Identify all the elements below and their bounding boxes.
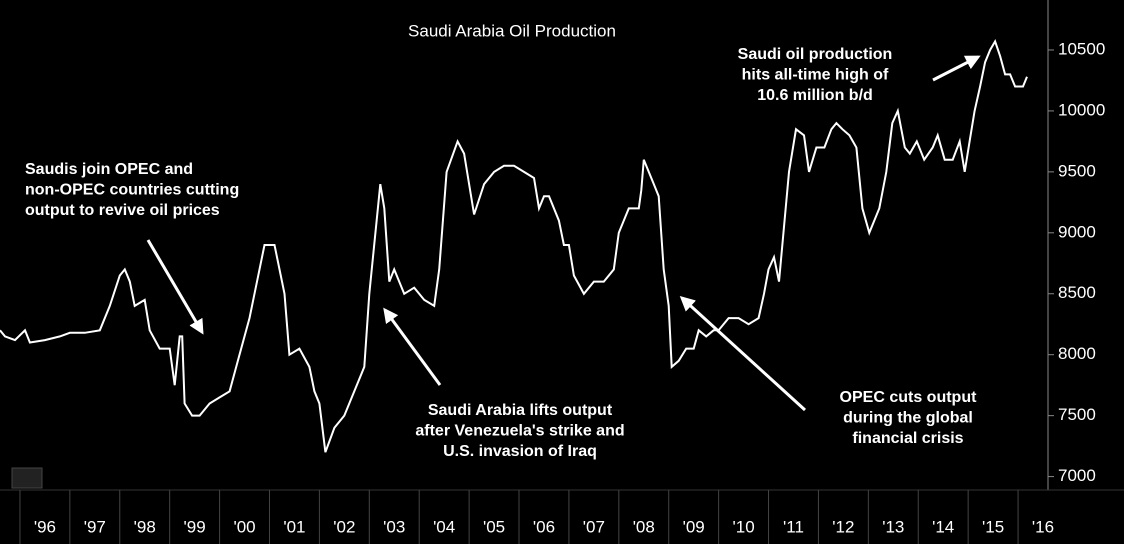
y-tick-label: 9500 bbox=[1058, 161, 1096, 180]
x-tick-label: '01 bbox=[283, 517, 305, 536]
y-tick-label: 10500 bbox=[1058, 39, 1105, 58]
annotation: output to revive oil prices bbox=[25, 202, 220, 219]
chart-icon[interactable] bbox=[11, 467, 43, 489]
x-tick-label: '08 bbox=[633, 517, 655, 536]
arrows bbox=[146, 55, 981, 412]
x-tick-label: '14 bbox=[932, 517, 954, 536]
annotation: U.S. invasion of Iraq bbox=[443, 443, 597, 460]
y-tick-label: 8000 bbox=[1058, 344, 1096, 363]
arrow bbox=[383, 307, 442, 386]
annotation: hits all-time high of bbox=[742, 67, 889, 84]
x-tick-label: '10 bbox=[733, 517, 755, 536]
y-tick-label: 8500 bbox=[1058, 283, 1096, 302]
x-tick-label: '97 bbox=[84, 517, 106, 536]
chart-title: Saudi Arabia Oil Production bbox=[408, 21, 616, 40]
annotation: OPEC cuts output bbox=[840, 389, 978, 406]
arrow bbox=[679, 295, 807, 412]
arrow bbox=[146, 239, 204, 335]
y-tick-label: 7000 bbox=[1058, 466, 1096, 485]
y-tick-label: 7500 bbox=[1058, 405, 1096, 424]
annotation: Saudi Arabia lifts output bbox=[428, 402, 613, 419]
annotation: after Venezuela's strike and bbox=[415, 423, 624, 440]
x-tick-label: '05 bbox=[483, 517, 505, 536]
x-tick-label: '06 bbox=[533, 517, 555, 536]
x-tick-label: '07 bbox=[583, 517, 605, 536]
x-tick-label: '12 bbox=[832, 517, 854, 536]
x-tick-label: '13 bbox=[882, 517, 904, 536]
x-tick-label: '99 bbox=[184, 517, 206, 536]
x-tick-label: '09 bbox=[683, 517, 705, 536]
x-tick-label: '04 bbox=[433, 517, 455, 536]
annotation: financial crisis bbox=[852, 430, 963, 447]
annotation: Saudis join OPEC and bbox=[25, 161, 193, 178]
annotation: 10.6 million b/d bbox=[757, 87, 873, 104]
y-tick-label: 9000 bbox=[1058, 222, 1096, 241]
x-tick-label: '96 bbox=[34, 517, 56, 536]
x-tick-label: '03 bbox=[383, 517, 405, 536]
x-tick-label: '00 bbox=[233, 517, 255, 536]
x-tick-label: '16 bbox=[1032, 517, 1054, 536]
x-tick-label: '98 bbox=[134, 517, 156, 536]
y-tick-label: 10000 bbox=[1058, 100, 1105, 119]
x-tick-label: '02 bbox=[333, 517, 355, 536]
annotation: non-OPEC countries cutting bbox=[25, 182, 239, 199]
data-line bbox=[0, 38, 1028, 453]
x-tick-label: '11 bbox=[783, 517, 804, 536]
annotation: Saudi oil production bbox=[738, 46, 893, 63]
x-tick-label: '15 bbox=[982, 517, 1004, 536]
annotation: during the global bbox=[843, 410, 973, 427]
arrow bbox=[932, 55, 981, 82]
